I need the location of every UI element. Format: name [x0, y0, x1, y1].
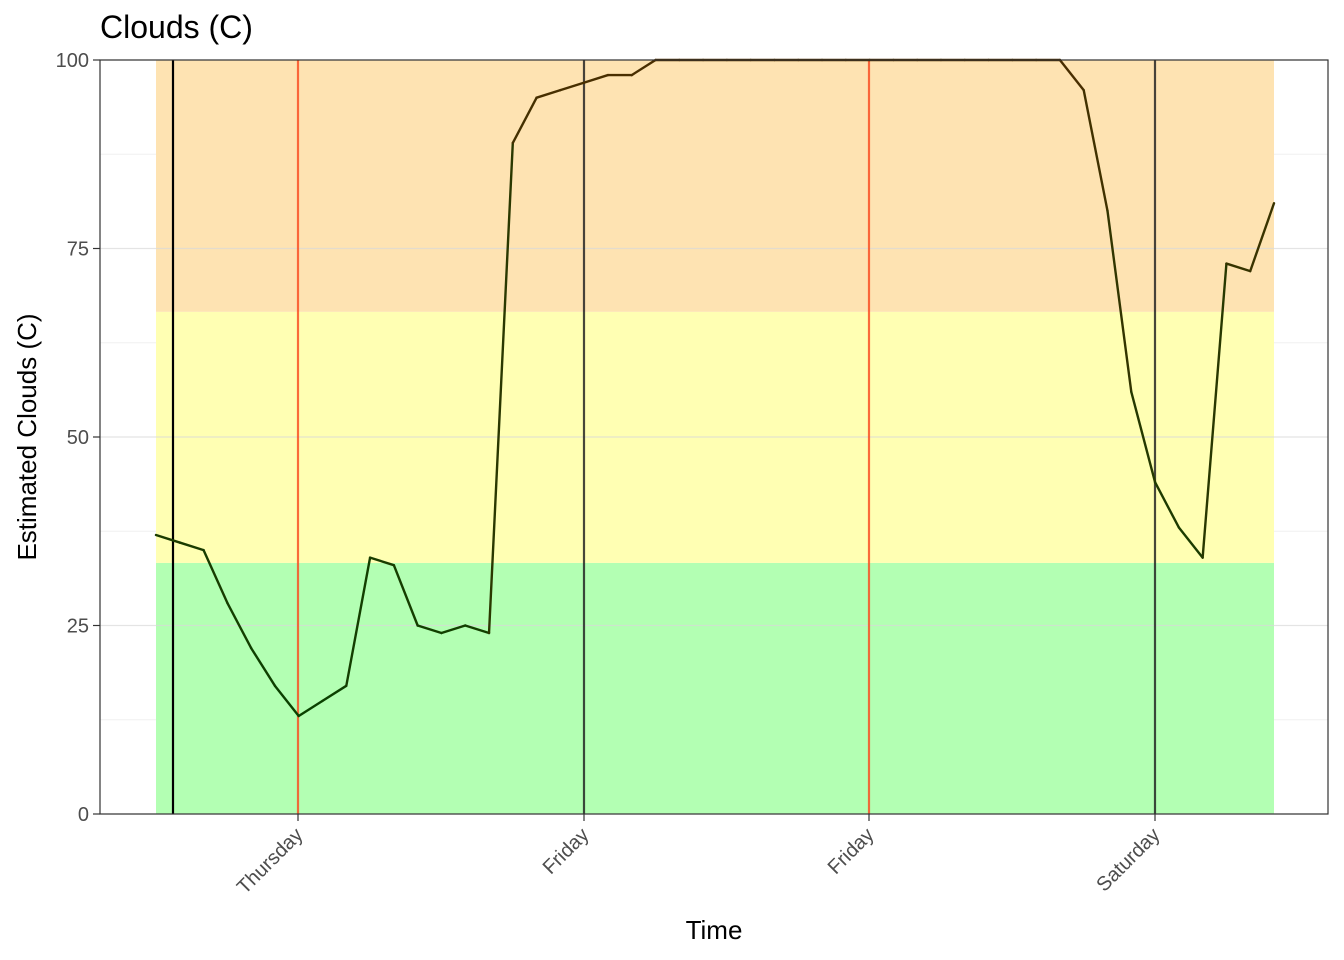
x-axis-title: Time [686, 915, 743, 945]
series-0-segment [226, 601, 253, 650]
series-0-segment [202, 548, 229, 605]
series-0-segment [464, 624, 491, 635]
x-tick-label: Thursday [233, 824, 308, 899]
series-0-segment [440, 624, 467, 635]
y-tick-label: 25 [67, 616, 89, 638]
series-0-segment [368, 556, 396, 567]
series-0-segment [297, 699, 324, 718]
x-axis: Thursday Friday Friday Saturday [233, 814, 1165, 898]
y-axis-title: Estimated Clouds (C) [12, 313, 42, 560]
series-0-segment [1153, 481, 1181, 529]
series-0-segment [416, 624, 443, 635]
series-0-segment [559, 81, 586, 92]
y-axis: 0 25 50 75 100 [56, 50, 100, 826]
series-0-segment [392, 563, 419, 627]
series-0-segment [1130, 390, 1157, 484]
vertical-markers [171, 60, 1157, 814]
series-0-segment [1249, 202, 1276, 273]
series-0-segment [1177, 526, 1204, 559]
series-0-segment [487, 141, 515, 635]
x-tick-label: Friday [539, 824, 594, 879]
band-0 [156, 562, 1274, 814]
x-tick-label: Friday [824, 824, 879, 879]
series-0-segment [511, 96, 538, 145]
y-tick-label: 75 [67, 239, 89, 261]
series-0-segment [249, 646, 277, 688]
series-0-segment [1106, 209, 1133, 393]
series-0-segment [154, 533, 181, 544]
series-0-segment [1201, 262, 1228, 559]
series-0-segment [178, 541, 205, 552]
band-2 [156, 60, 1274, 312]
series-0-segment [345, 556, 372, 688]
series-0-segment [1058, 58, 1085, 92]
series-0-segment [630, 58, 657, 77]
series-0-segment [273, 684, 300, 718]
y-tick-label: 50 [67, 427, 89, 449]
y-tick-label: 100 [56, 50, 89, 72]
x-tick-label: Saturday [1092, 824, 1164, 896]
y-tick-label: 0 [78, 804, 89, 826]
chart-title: Clouds (C) [100, 9, 253, 45]
series-0-segment [1082, 88, 1109, 213]
series-0-segment [535, 88, 562, 99]
series-0-segment [582, 73, 610, 84]
series-0-segment [321, 684, 348, 703]
series-0-segment [1225, 262, 1252, 273]
